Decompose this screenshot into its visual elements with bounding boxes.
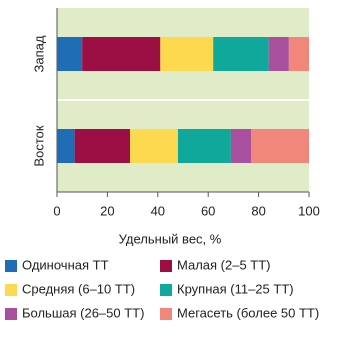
bar <box>130 129 178 163</box>
legend-swatch <box>5 308 17 320</box>
legend-swatch <box>160 284 172 296</box>
bar <box>230 129 252 163</box>
legend-swatch <box>160 260 172 272</box>
x-tick-label: 20 <box>100 203 114 218</box>
bar <box>74 129 131 163</box>
legend-label: Мегасеть (более 50 ТТ) <box>177 305 319 320</box>
legend-label: Одиночная ТТ <box>22 257 109 272</box>
bar <box>160 37 214 71</box>
bar <box>57 37 83 71</box>
x-tick-label: 40 <box>151 203 165 218</box>
bar <box>82 37 161 71</box>
legend-label: Большая (26–50 ТТ) <box>22 305 144 320</box>
legend-swatch <box>160 308 172 320</box>
bar <box>57 129 75 163</box>
bar <box>268 37 289 71</box>
x-tick-label: 100 <box>298 203 320 218</box>
legend-label: Малая (2–5 ТТ) <box>177 257 271 272</box>
bar <box>177 129 231 163</box>
x-tick-label: 80 <box>251 203 265 218</box>
legend-swatch <box>5 284 17 296</box>
legend-label: Средняя (6–10 ТТ) <box>22 281 135 296</box>
x-tick-label: 60 <box>201 203 215 218</box>
y-tick-label: Восток <box>31 125 46 166</box>
legend-swatch <box>5 260 17 272</box>
x-tick-label: 0 <box>53 203 60 218</box>
x-axis-label: Удельный вес, % <box>119 231 222 246</box>
bar <box>251 129 309 163</box>
bar <box>288 37 309 71</box>
legend-label: Крупная (11–25 ТТ) <box>177 281 294 296</box>
bar <box>213 37 269 71</box>
y-tick-label: Запад <box>31 35 46 72</box>
